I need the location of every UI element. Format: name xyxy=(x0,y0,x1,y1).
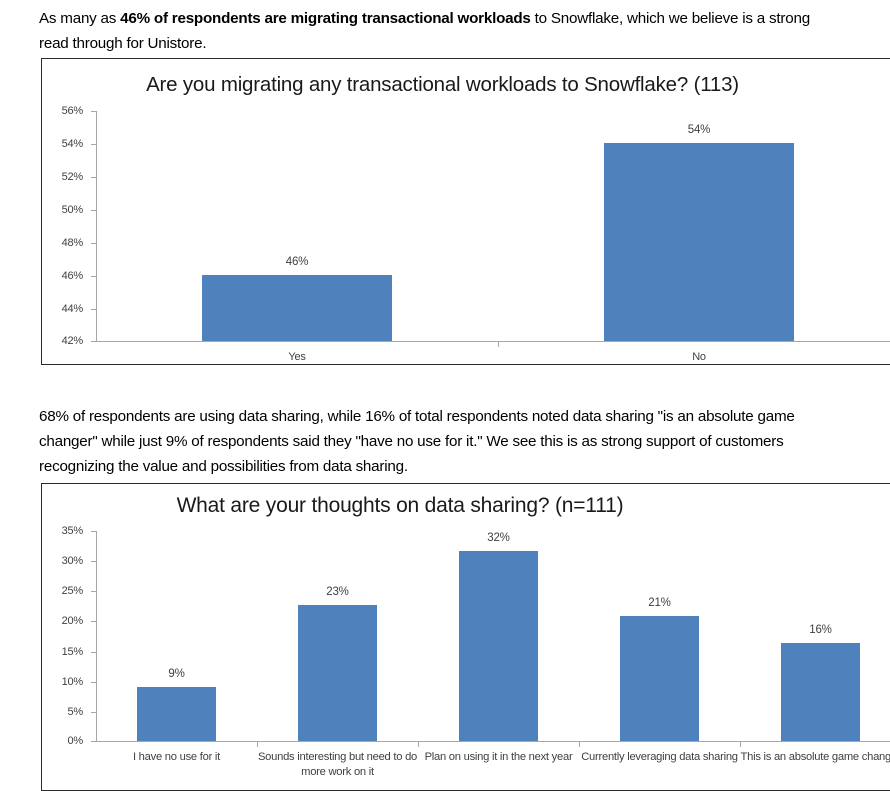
chart-2-bar-label-4: 21% xyxy=(648,597,671,609)
data-sharing-paragraph-line-1: 68% of respondents are using data sharin… xyxy=(39,408,795,425)
chart-1-plot-area: 56% 54% 52% 50% 48% 46% 44% 42% 46% Yes … xyxy=(62,105,890,363)
chart-2-ytick-label-0: 35% xyxy=(61,525,84,537)
chart-1-bar-yes[interactable]: 46% xyxy=(202,256,392,341)
chart-1-ytick-label-6: 44% xyxy=(61,303,84,315)
chart-2-slot-2: 23% Sounds interesting but need to do mo… xyxy=(257,531,418,778)
chart-1-bar-label-yes: 46% xyxy=(285,256,309,268)
chart-1-ytick-3: 50% xyxy=(62,204,96,216)
chart-1-ytick-7: 42% xyxy=(62,335,96,347)
chart-transactional-workloads: Are you migrating any transactional work… xyxy=(41,58,890,365)
chart-2-bar-label-3: 32% xyxy=(487,532,510,544)
chart-2-ytick-label-4: 15% xyxy=(61,646,84,658)
chart-2-bar-currently-leveraging[interactable]: 21% xyxy=(620,597,699,741)
chart-2-category-label-5: This is an absolute game changer xyxy=(740,751,890,763)
chart-2-bar-game-changer[interactable]: 16% xyxy=(781,624,860,741)
chart-1-slot-no: 54% No xyxy=(498,111,890,363)
chart-2-ytick-2: 25% xyxy=(62,585,96,597)
chart-2-ytick-label-7: 0% xyxy=(67,735,84,747)
chart-2-bar-sounds-interesting[interactable]: 23% xyxy=(298,586,377,741)
chart-2-xtick-2 xyxy=(418,742,419,747)
chart-1-ytick-label-2: 52% xyxy=(61,171,84,183)
chart-1-slot-yes: 46% Yes xyxy=(96,111,498,363)
chart-1-ytick-1: 54% xyxy=(62,138,96,150)
chart-1-bar-label-no: 54% xyxy=(687,124,711,136)
chart-2-xtick-1 xyxy=(257,742,258,747)
chart-1-ytick-0: 56% xyxy=(62,105,96,117)
chart-2-ytick-label-3: 20% xyxy=(61,615,84,627)
chart-2-slot-5: 16% This is an absolute game changer xyxy=(740,531,890,763)
chart-2-xtick-3 xyxy=(579,742,580,747)
chart-1-y-axis xyxy=(96,111,97,342)
chart-2-ytick-1: 30% xyxy=(62,555,96,567)
chart-2-category-label-4: Currently leveraging data sharing xyxy=(581,751,738,763)
chart-2-plot-area: 35% 30% 25% 20% 15% 10% 5% 0% 9% I have … xyxy=(62,525,890,778)
intro-text-bold: 46% of respondents are migrating transac… xyxy=(120,10,531,27)
chart-1-ytick-label-0: 56% xyxy=(61,105,84,117)
chart-2-ytick-7: 0% xyxy=(68,735,96,747)
chart-1-title: Are you migrating any transactional work… xyxy=(146,73,739,96)
chart-2-ytick-6: 5% xyxy=(68,706,96,718)
chart-2-slot-1: 9% I have no use for it xyxy=(96,531,257,763)
chart-1-ytick-label-7: 42% xyxy=(61,335,84,347)
chart-1-category-label-no: No xyxy=(692,351,706,363)
chart-2-title: What are your thoughts on data sharing? … xyxy=(176,494,624,517)
chart-2-bar-label-2: 23% xyxy=(326,586,349,598)
chart-2-y-axis xyxy=(96,531,97,742)
intro-text-lead: As many as xyxy=(39,10,121,27)
chart-2-category-label-2: Sounds interesting but need to do more w… xyxy=(257,751,418,778)
intro-text-tail: to Snowflake, which we believe is a stro… xyxy=(530,10,811,27)
chart-2-bar-no-use[interactable]: 9% xyxy=(137,668,216,741)
chart-1-ytick-label-3: 50% xyxy=(61,204,84,216)
chart-2-ytick-0: 35% xyxy=(62,525,96,537)
chart-2-x-axis xyxy=(96,741,890,742)
chart-2-bar-label-5: 16% xyxy=(809,624,832,636)
chart-1-bar-no[interactable]: 54% xyxy=(604,124,794,341)
chart-1-ytick-2: 52% xyxy=(62,171,96,183)
chart-2-xtick-4 xyxy=(740,742,741,747)
chart-1-ytick-label-4: 48% xyxy=(61,237,84,249)
intro-paragraph-line-1: As many as 46% of respondents are migrat… xyxy=(39,6,810,31)
chart-1-ytick-label-1: 54% xyxy=(61,138,84,150)
chart-2-slot-3: 32% Plan on using it in the next year xyxy=(418,531,579,763)
chart-1-ytick-5: 46% xyxy=(62,270,96,282)
chart-2-ytick-4: 15% xyxy=(62,646,96,658)
chart-2-category-label-3: Plan on using it in the next year xyxy=(424,751,573,763)
chart-1-category-label-yes: Yes xyxy=(288,351,306,363)
chart-1-ytick-6: 44% xyxy=(62,303,96,315)
chart-1-xtick-mid xyxy=(498,342,499,347)
chart-data-sharing-thoughts: What are your thoughts on data sharing? … xyxy=(41,483,890,791)
chart-2-ytick-label-1: 30% xyxy=(61,555,84,567)
intro-paragraph: As many as 46% of respondents are migrat… xyxy=(39,6,810,56)
data-sharing-paragraph-line-3: recognizing the value and possibilities … xyxy=(39,458,408,475)
chart-1-ytick-4: 48% xyxy=(62,237,96,249)
chart-2-bar-label-1: 9% xyxy=(168,668,185,680)
chart-1-x-axis xyxy=(96,341,890,342)
intro-paragraph-line-2: read through for Unistore. xyxy=(39,35,207,52)
data-sharing-paragraph: 68% of respondents are using data sharin… xyxy=(39,404,795,479)
chart-2-category-label-1: I have no use for it xyxy=(132,751,221,763)
chart-2-ytick-label-5: 10% xyxy=(61,676,84,688)
chart-2-bar-plan-next-year[interactable]: 32% xyxy=(459,532,538,741)
chart-2-ytick-5: 10% xyxy=(62,676,96,688)
chart-1-ytick-label-5: 46% xyxy=(61,270,84,282)
chart-2-slot-4: 21% Currently leveraging data sharing xyxy=(579,531,740,763)
data-sharing-paragraph-line-2: changer" while just 9% of respondents sa… xyxy=(39,433,784,450)
chart-2-ytick-label-2: 25% xyxy=(61,585,84,597)
chart-2-ytick-label-6: 5% xyxy=(67,706,84,718)
chart-2-ytick-3: 20% xyxy=(62,615,96,627)
